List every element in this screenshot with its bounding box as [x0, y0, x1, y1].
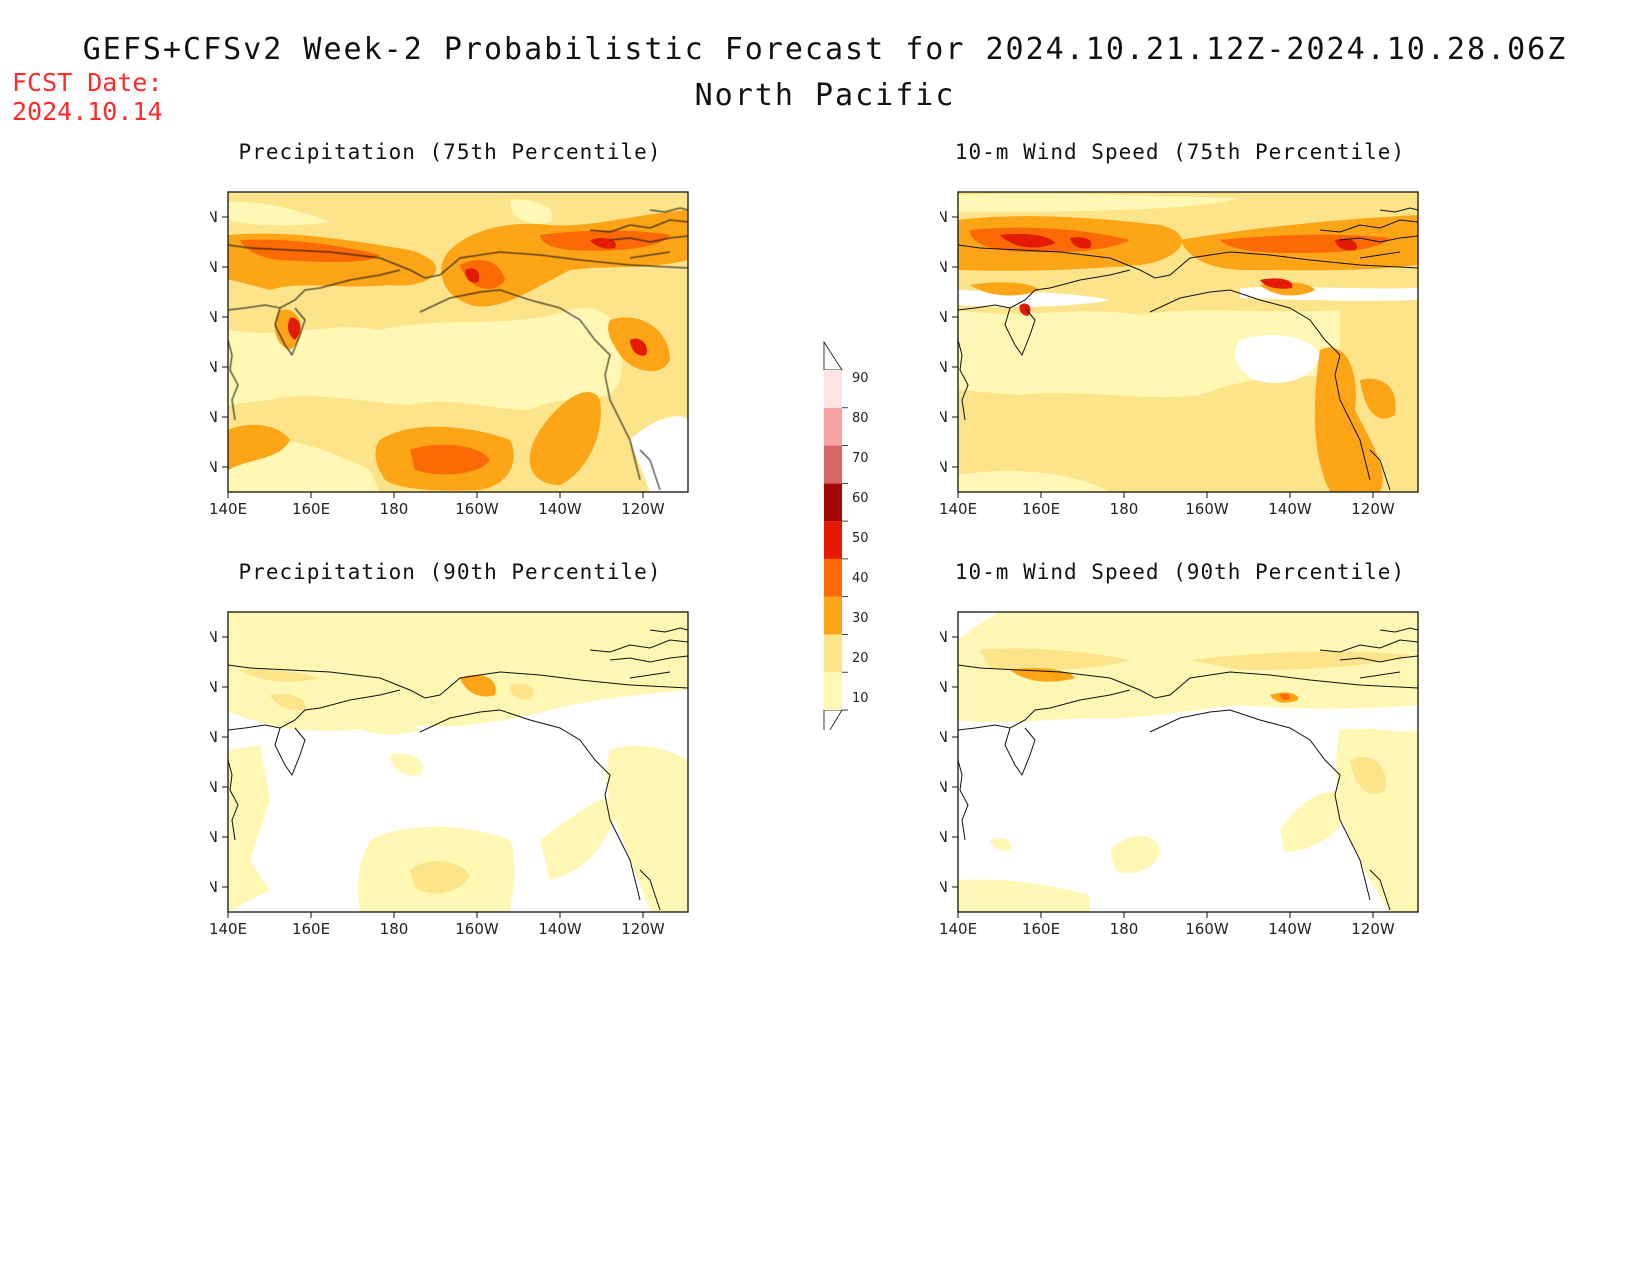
lon-tick: 120W [621, 500, 665, 518]
colorbar-label: 60 [852, 491, 869, 506]
map-precip-90: 80N 70N 60N 50N 40N 30N 140E 160E 180 16… [210, 611, 689, 938]
lon-tick: 180 [380, 500, 409, 518]
lon-tick: 180 [1110, 920, 1139, 938]
lat-tick: 80N [210, 628, 218, 646]
lon-tick: 140E [210, 500, 247, 518]
lon-tick: 160E [1022, 500, 1060, 518]
lat-tick: 50N [940, 778, 948, 796]
lon-tick: 120W [1351, 920, 1395, 938]
lon-tick: 140E [940, 500, 977, 518]
lat-tick: 30N [940, 458, 948, 476]
lon-tick: 160E [292, 500, 330, 518]
colorbar-swatch [824, 672, 842, 710]
lat-tick: 60N [940, 728, 948, 746]
lon-tick: 160W [455, 500, 499, 518]
lon-tick: 160E [1022, 920, 1060, 938]
lat-tick: 30N [210, 878, 218, 896]
lat-tick: 50N [940, 358, 948, 376]
lon-tick: 160W [1185, 500, 1229, 518]
lon-tick: 140W [1268, 920, 1312, 938]
lat-tick: 30N [210, 458, 218, 476]
colorbar-labels: 90 80 70 60 50 40 30 20 10 [852, 371, 869, 706]
lat-tick: 70N [210, 258, 218, 276]
lat-axis: 80N 70N 60N 50N 40N 30N [940, 208, 958, 476]
lat-tick: 70N [940, 258, 948, 276]
map-wind-75: 80N 70N 60N 50N 40N 30N 140E 160E 180 16… [940, 191, 1419, 518]
colorbar-label: 70 [852, 451, 869, 466]
lat-tick: 40N [940, 828, 948, 846]
panel-title: Precipitation (90th Percentile) [238, 560, 662, 584]
colorbar-lower-triangle [823, 709, 843, 730]
panel-title: Precipitation (75th Percentile) [238, 140, 662, 164]
lon-tick: 160W [455, 920, 499, 938]
colorbar-label: 90 [852, 371, 869, 386]
lat-tick: 50N [210, 358, 218, 376]
fcst-date-caption: FCST Date: [12, 68, 163, 97]
lon-tick: 140W [538, 500, 582, 518]
colorbar-swatch [824, 521, 842, 559]
lat-tick: 70N [940, 678, 948, 696]
lat-tick: 40N [940, 408, 948, 426]
colorbar-swatch [824, 445, 842, 484]
forecast-date-label: FCST Date: 2024.10.14 [12, 68, 163, 126]
lon-axis: 140E 160E 180 160W 140W 120W [210, 912, 665, 938]
lon-tick: 140E [940, 920, 977, 938]
panel-title: 10-m Wind Speed (90th Percentile) [954, 560, 1406, 584]
lon-tick: 180 [1110, 500, 1139, 518]
lat-tick: 40N [210, 828, 218, 846]
colorbar-swatch [824, 596, 842, 635]
colorbar-swatches [824, 370, 848, 711]
lat-tick: 40N [210, 408, 218, 426]
lon-tick: 140W [538, 920, 582, 938]
colorbar-upper-triangle [823, 340, 843, 371]
lat-axis: 80N 70N 60N 50N 40N 30N [210, 628, 228, 896]
lat-tick: 80N [940, 628, 948, 646]
figure-title: GEFS+CFSv2 Week-2 Probabilistic Forecast… [82, 32, 1568, 67]
lon-tick: 140W [1268, 500, 1312, 518]
colorbar-swatch [824, 407, 842, 446]
colorbar: 90 80 70 60 50 40 30 20 10 [823, 340, 869, 730]
colorbar-label: 80 [852, 411, 869, 426]
lon-axis: 140E 160E 180 160W 140W 120W [210, 492, 665, 518]
panel-precip-75: Precipitation (75th Percentile) [210, 140, 690, 520]
lon-tick: 140E [210, 920, 247, 938]
panel-wind-75: 10-m Wind Speed (75th Percentile) [940, 140, 1420, 520]
colorbar-swatch [824, 634, 842, 673]
map-precip-75: 80N 70N 60N 50N 40N 30N 140E 160E 180 16… [210, 191, 689, 518]
lon-tick: 120W [621, 920, 665, 938]
colorbar-swatch [824, 370, 842, 408]
colorbar-swatch [824, 483, 842, 522]
lat-tick: 80N [940, 208, 948, 226]
lon-axis: 140E 160E 180 160W 140W 120W [940, 492, 1395, 518]
figure-subtitle: North Pacific [694, 78, 956, 113]
lat-tick: 70N [210, 678, 218, 696]
colorbar-label: 20 [852, 651, 869, 666]
lon-tick: 120W [1351, 500, 1395, 518]
lon-tick: 180 [380, 920, 409, 938]
lat-tick: 50N [210, 778, 218, 796]
panel-precip-90: Precipitation (90th Percentile) [210, 560, 690, 940]
panel-wind-90: 10-m Wind Speed (90th Percentile) [940, 560, 1420, 940]
lat-tick: 60N [940, 308, 948, 326]
lat-tick: 30N [940, 878, 948, 896]
panel-title: 10-m Wind Speed (75th Percentile) [954, 140, 1406, 164]
fcst-date-value: 2024.10.14 [12, 97, 163, 126]
colorbar-label: 10 [852, 691, 869, 706]
lat-axis: 80N 70N 60N 50N 40N 30N [940, 628, 958, 896]
lat-tick: 60N [210, 308, 218, 326]
lat-tick: 60N [210, 728, 218, 746]
lon-axis: 140E 160E 180 160W 140W 120W [940, 912, 1395, 938]
colorbar-swatch [824, 558, 842, 597]
colorbar-label: 50 [852, 531, 869, 546]
lat-tick: 80N [210, 208, 218, 226]
lon-tick: 160E [292, 920, 330, 938]
map-wind-90: 80N 70N 60N 50N 40N 30N 140E 160E 180 16… [940, 611, 1419, 938]
colorbar-label: 30 [852, 611, 869, 626]
lon-tick: 160W [1185, 920, 1229, 938]
colorbar-label: 40 [852, 571, 869, 586]
lat-axis: 80N 70N 60N 50N 40N 30N [210, 208, 228, 476]
